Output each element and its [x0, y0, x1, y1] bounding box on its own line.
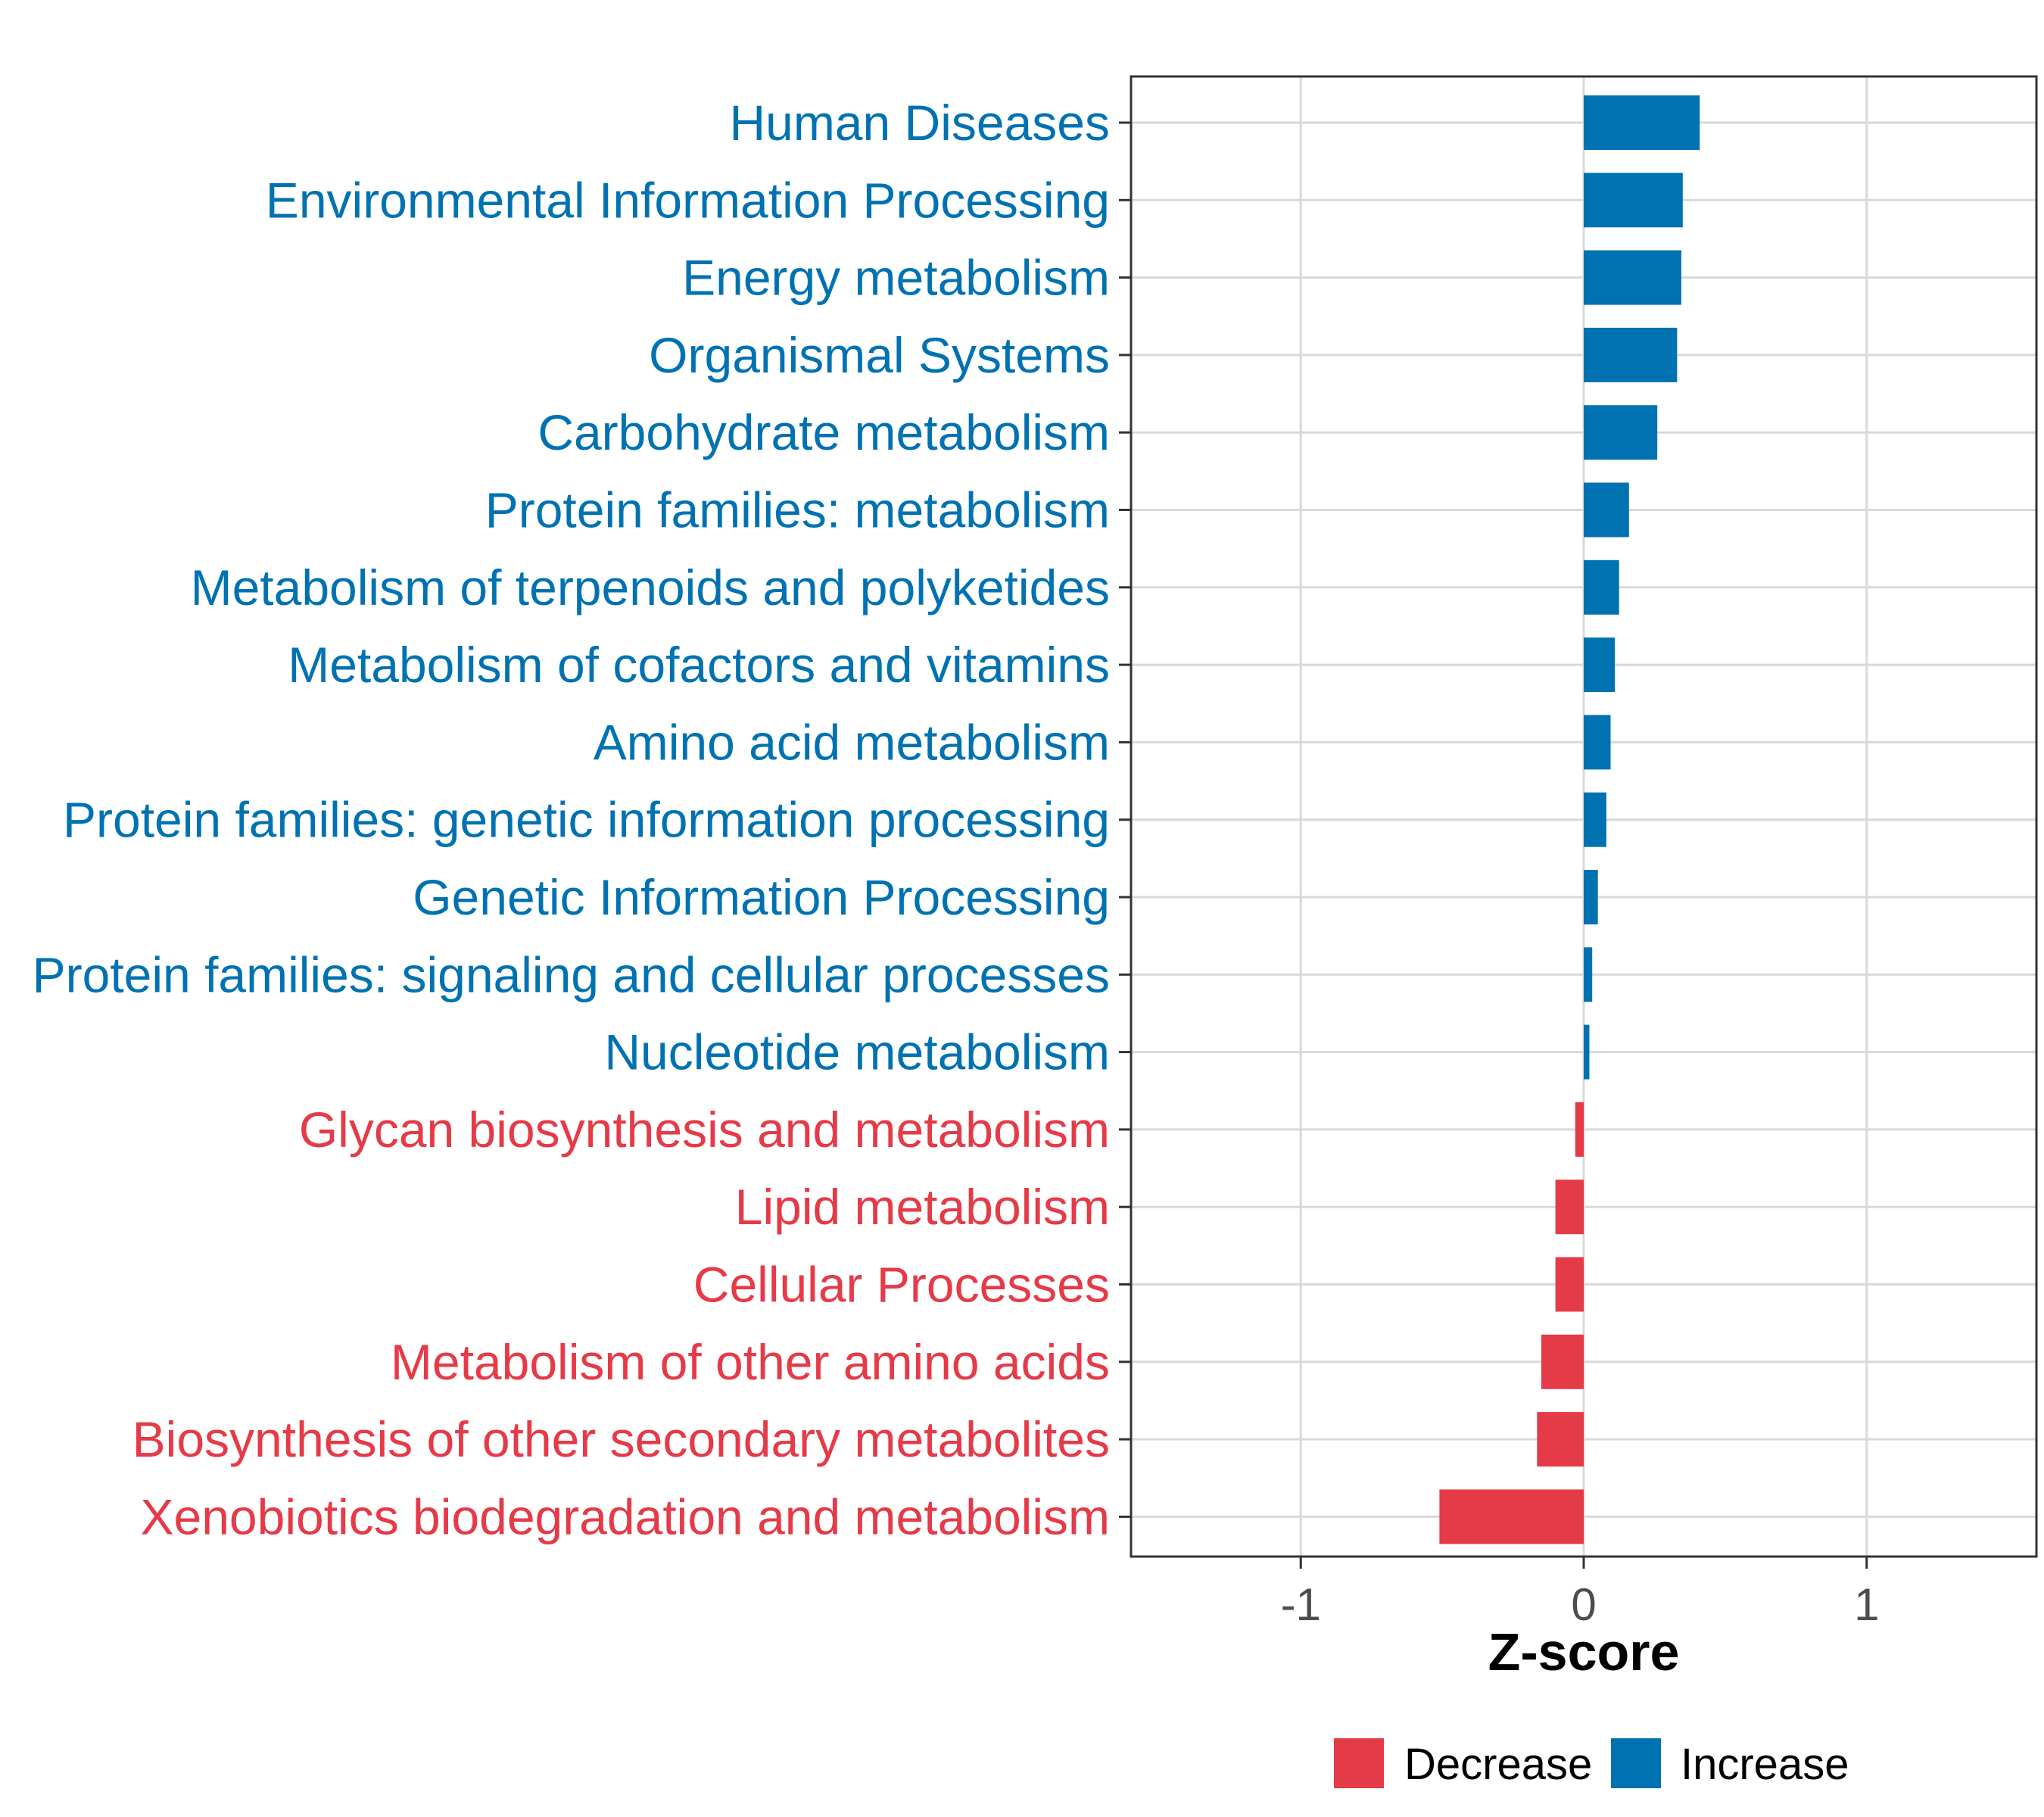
category-label-carbohydrate-metabolism: Carbohydrate metabolism [537, 404, 1110, 460]
bar-protein-families-metabolism [1584, 482, 1629, 538]
bar-genetic-information-processing [1584, 870, 1598, 924]
bar-protein-families-genetic-information-processing [1584, 792, 1606, 847]
bar-amino-acid-metabolism [1584, 715, 1611, 770]
category-label-lipid-metabolism: Lipid metabolism [735, 1179, 1110, 1235]
bar-protein-families-signaling-and-cellular-processes [1584, 947, 1593, 1002]
category-label-amino-acid-metabolism: Amino acid metabolism [594, 714, 1110, 770]
bar-human-diseases [1584, 95, 1700, 150]
x-tick-label: -1 [1281, 1579, 1321, 1630]
category-label-protein-families-genetic-information-processing: Protein families: genetic information pr… [63, 792, 1110, 848]
bar-carbohydrate-metabolism [1584, 405, 1658, 460]
bar-cellular-processes [1555, 1257, 1584, 1312]
legend-label-decrease: Decrease [1404, 1740, 1592, 1789]
category-label-metabolism-of-other-amino-acids: Metabolism of other amino acids [391, 1334, 1110, 1390]
y-axis-ticks [1119, 121, 1131, 1518]
legend-swatch-decrease [1334, 1738, 1384, 1788]
bars-layer [1439, 95, 1700, 1544]
bar-xenobiotics-biodegradation-and-metabolism [1439, 1489, 1584, 1544]
legend: Decrease Increase [1334, 1738, 1849, 1789]
bar-organismal-systems [1584, 327, 1678, 382]
category-label-nucleotide-metabolism: Nucleotide metabolism [604, 1024, 1110, 1080]
y-axis-labels: Human Diseases Environmental Information … [33, 95, 1110, 1544]
category-label-biosynthesis-of-other-secondary-metabolites: Biosynthesis of other secondary metaboli… [132, 1411, 1110, 1467]
legend-swatch-increase [1611, 1738, 1661, 1788]
category-label-glycan-biosynthesis-and-metabolism: Glycan biosynthesis and metabolism [299, 1102, 1110, 1158]
category-label-protein-families-metabolism: Protein families: metabolism [485, 482, 1110, 538]
bar-energy-metabolism [1584, 250, 1681, 305]
legend-label-increase: Increase [1681, 1740, 1849, 1789]
category-label-cellular-processes: Cellular Processes [693, 1257, 1110, 1313]
bar-metabolism-of-cofactors-and-vitamins [1584, 637, 1616, 693]
bar-biosynthesis-of-other-secondary-metabolites [1537, 1412, 1584, 1467]
bar-glycan-biosynthesis-and-metabolism [1575, 1102, 1584, 1157]
bar-metabolism-of-terpenoids-and-polyketides [1584, 559, 1619, 615]
x-tick-label: 1 [1854, 1579, 1879, 1630]
category-label-energy-metabolism: Energy metabolism [682, 250, 1110, 306]
bar-lipid-metabolism [1555, 1180, 1584, 1235]
category-label-environmental-information-processing: Environmental Information Processing [266, 172, 1110, 228]
category-label-xenobiotics-biodegradation-and-metabolism: Xenobiotics biodegradation and metabolis… [141, 1488, 1111, 1544]
bar-metabolism-of-other-amino-acids [1541, 1334, 1584, 1389]
category-label-metabolism-of-cofactors-and-vitamins: Metabolism of cofactors and vitamins [288, 637, 1110, 693]
x-axis-title: Z-score [1488, 1622, 1680, 1681]
x-axis-ticks: -1 0 1 [1281, 1557, 1879, 1630]
category-label-protein-families-signaling-and-cellular-processes: Protein families: signaling and cellular… [33, 946, 1110, 1002]
bar-environmental-information-processing [1584, 173, 1683, 228]
x-tick-label: 0 [1571, 1579, 1596, 1630]
bar-nucleotide-metabolism [1584, 1024, 1590, 1080]
category-label-metabolism-of-terpenoids-and-polyketides: Metabolism of terpenoids and polyketides [191, 559, 1110, 616]
category-label-human-diseases: Human Diseases [729, 95, 1110, 151]
category-label-organismal-systems: Organismal Systems [649, 327, 1110, 383]
category-label-genetic-information-processing: Genetic Information Processing [413, 869, 1110, 925]
